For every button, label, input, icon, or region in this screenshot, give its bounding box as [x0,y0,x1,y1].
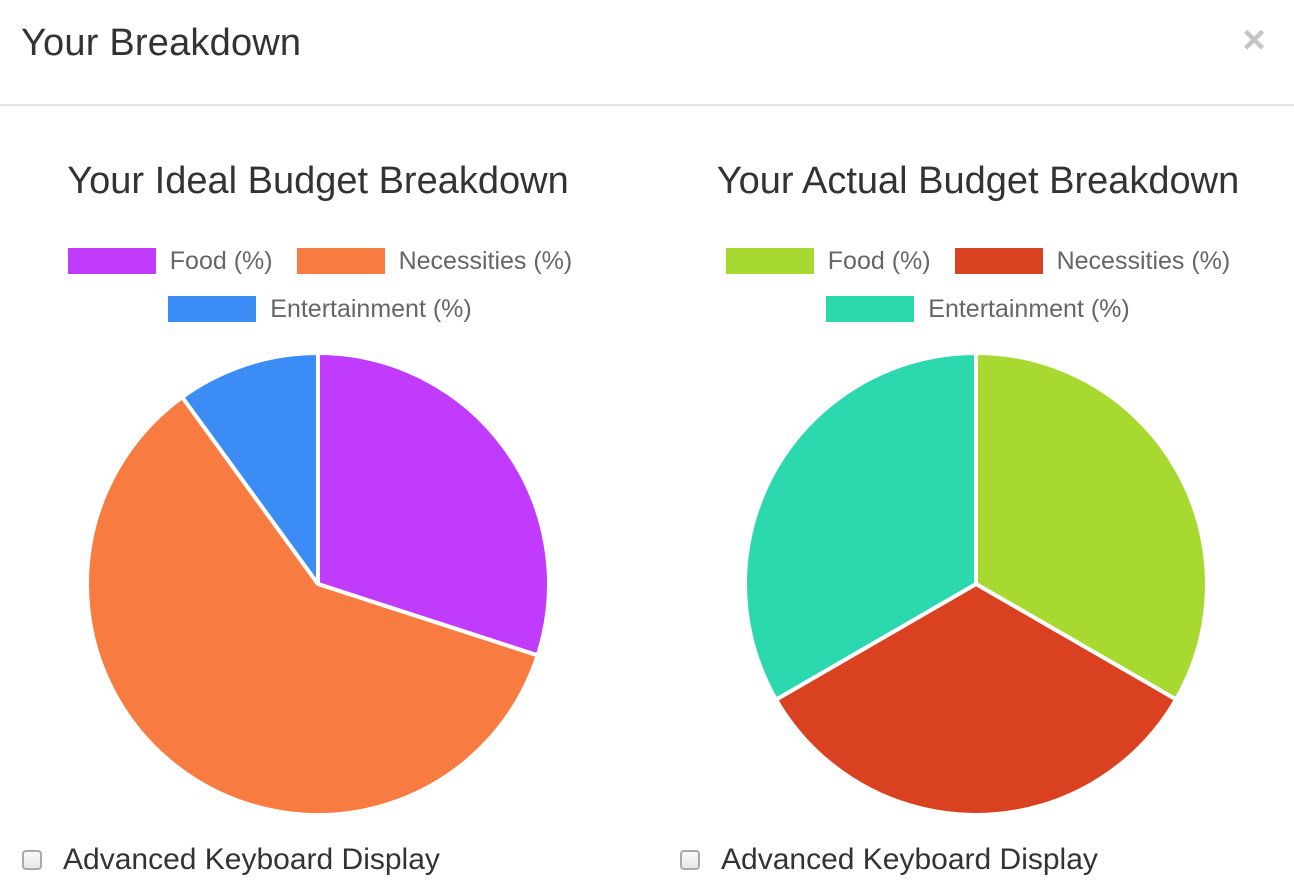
close-icon[interactable]: × [1242,18,1266,62]
advanced-keyboard-toggle[interactable]: Advanced Keyboard Display [680,843,1098,877]
pie-chart [85,351,551,817]
legend-swatch [826,296,915,322]
checkbox-label: Advanced Keyboard Display [721,843,1098,876]
chart-legend: Food (%) Necessities (%) Entertainment (… [0,246,640,323]
legend-item-food[interactable]: Food (%) [725,246,931,275]
checkbox-label: Advanced Keyboard Display [63,843,440,876]
chart-legend: Food (%) Necessities (%) Entertainment (… [658,246,1294,323]
legend-item-entertainment[interactable]: Entertainment (%) [168,294,472,323]
legend-swatch [296,248,385,274]
legend-swatch [725,248,814,274]
pie-slice-entertainment[interactable] [743,351,978,702]
legend-label: Entertainment (%) [270,294,472,323]
chart-title: Your Actual Budget Breakdown [716,160,1240,202]
legend-item-food[interactable]: Food (%) [67,246,273,275]
pie-slice-food[interactable] [316,351,551,658]
actual-budget-chart: Your Actual Budget Breakdown Food (%) Ne… [658,160,1294,890]
legend-swatch [67,248,156,274]
modal-header: Your Breakdown × [0,0,1294,106]
legend-swatch [168,296,257,322]
modal-title: Your Breakdown [21,22,302,64]
legend-item-necessities[interactable]: Necessities (%) [296,246,573,275]
checkbox[interactable] [22,850,42,870]
pie-slice-necessities[interactable] [773,582,1179,817]
legend-label: Food (%) [169,246,273,275]
legend-label: Food (%) [827,246,931,275]
legend-item-entertainment[interactable]: Entertainment (%) [826,294,1130,323]
ideal-budget-chart: Your Ideal Budget Breakdown Food (%) Nec… [0,160,640,890]
chart-title: Your Ideal Budget Breakdown [67,160,569,202]
pie-slice-necessities[interactable] [85,395,540,817]
legend-label: Necessities (%) [1056,246,1231,275]
legend-label: Necessities (%) [398,246,573,275]
pie-slice-food[interactable] [974,351,1209,702]
legend-swatch [954,248,1043,274]
pie-slice-entertainment[interactable] [180,351,320,586]
pie-chart [743,351,1209,817]
legend-item-necessities[interactable]: Necessities (%) [954,246,1231,275]
advanced-keyboard-toggle[interactable]: Advanced Keyboard Display [22,843,440,877]
legend-label: Entertainment (%) [928,294,1130,323]
checkbox[interactable] [680,850,700,870]
